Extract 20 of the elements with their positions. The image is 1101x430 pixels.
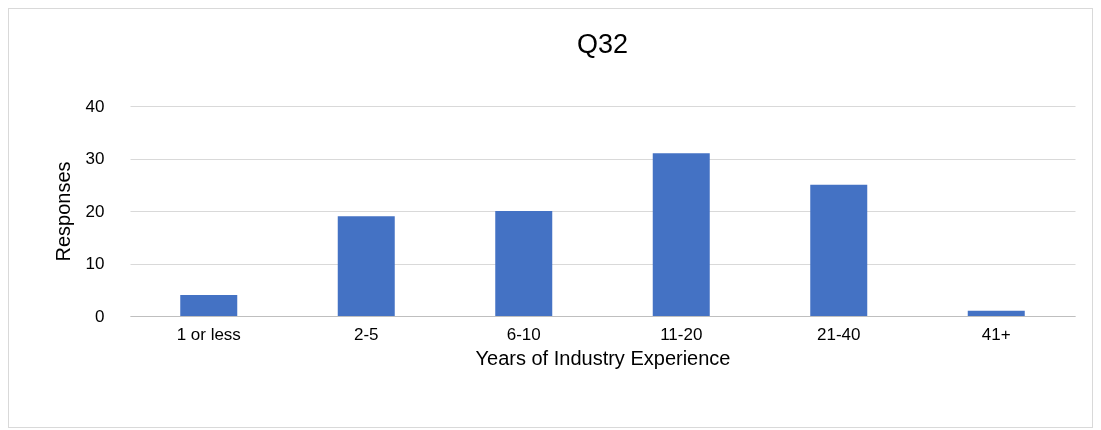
y-axis-title: Responses bbox=[51, 161, 74, 262]
x-tick-label: 41+ bbox=[981, 324, 1011, 344]
y-tick-label: 10 bbox=[85, 254, 105, 273]
x-tick-label: 21-40 bbox=[817, 324, 861, 344]
bar bbox=[810, 184, 868, 316]
x-tick-label: 2-5 bbox=[353, 324, 379, 344]
y-tick-label: 40 bbox=[85, 96, 105, 116]
chart-title: Q32 bbox=[576, 29, 629, 59]
bar bbox=[495, 211, 553, 316]
x-tick-label: 6-10 bbox=[506, 324, 541, 344]
x-axis-title: Years of Industry Experience bbox=[475, 346, 731, 369]
y-tick-label: 0 bbox=[95, 306, 105, 326]
bar bbox=[652, 153, 710, 316]
bar bbox=[337, 216, 395, 316]
x-tick-label: 11-20 bbox=[660, 324, 703, 344]
y-tick-label: 30 bbox=[85, 149, 105, 168]
bar bbox=[180, 295, 238, 316]
bar bbox=[967, 310, 1025, 316]
x-tick-label: 1 or less bbox=[176, 324, 241, 344]
y-tick-label: 20 bbox=[85, 201, 105, 221]
